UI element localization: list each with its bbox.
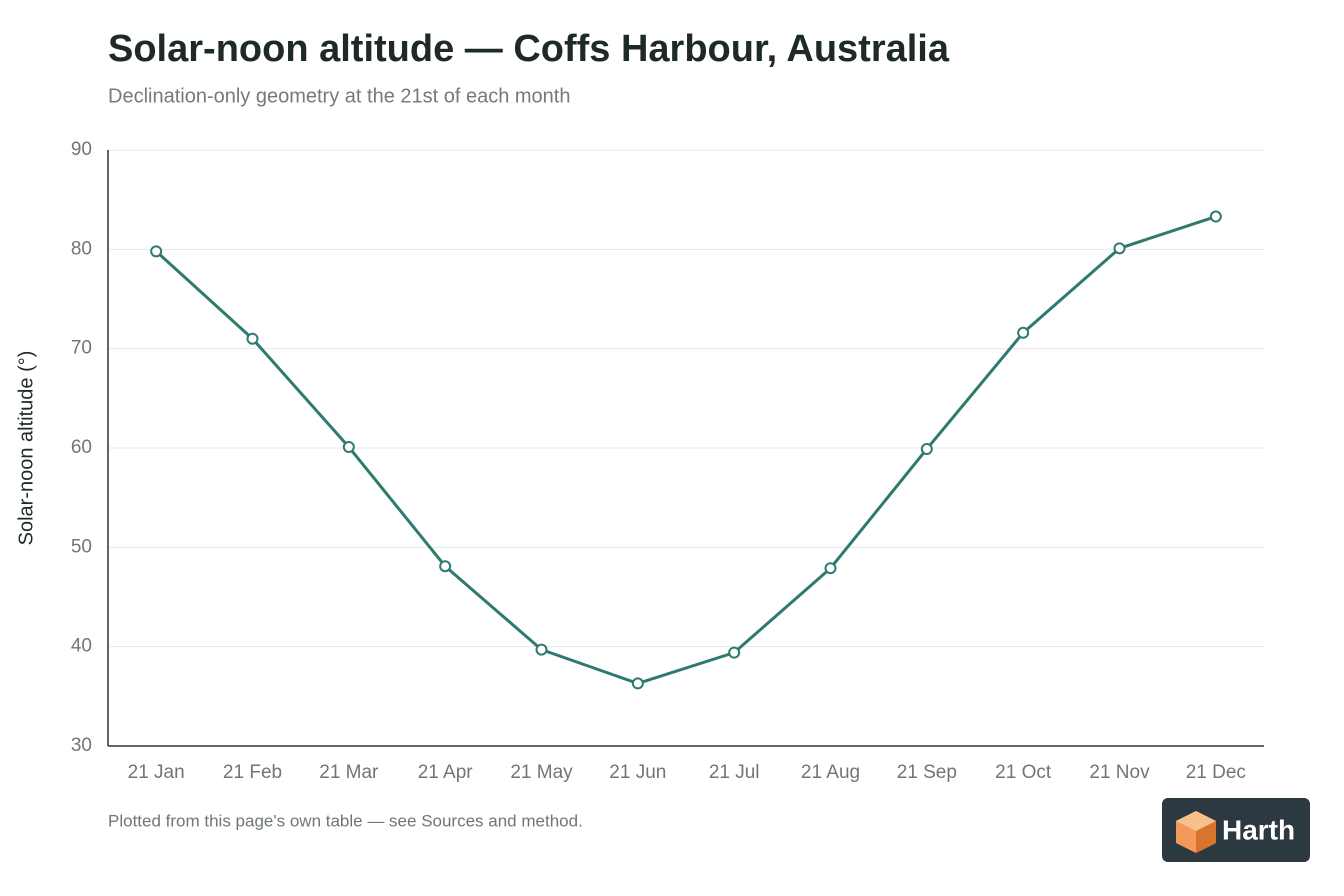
point [631,677,644,690]
point [342,441,355,454]
x-tick-label: 21 Oct [995,762,1052,783]
y-tick-label: 70 [71,338,92,359]
point [920,442,933,455]
y-tick-label: 90 [71,139,92,160]
point [1017,326,1030,339]
point [824,562,837,575]
y-tick-label: 30 [71,735,92,756]
x-tick-label: 21 Sep [897,762,957,783]
y-tick-label: 60 [71,437,92,458]
x-tick-label: 21 Jul [709,762,760,783]
y-axis-label: Solar-noon altitude (°) [15,351,37,546]
point [535,643,548,656]
series-line [155,215,1217,685]
x-tick-label: 21 Apr [418,762,474,783]
footer-note: Plotted from this page's own table — see… [108,811,583,830]
chart-subtitle: Declination-only geometry at the 21st of… [108,85,570,107]
point [1209,210,1222,223]
point [439,560,452,573]
point [246,332,259,345]
y-tick-label: 40 [71,636,92,657]
x-tick-label: 21 Dec [1186,762,1246,783]
y-tick-label: 50 [71,536,92,557]
logo-icon-side [1196,821,1216,853]
logo: Harth [1162,798,1310,862]
x-tick-label: 21 Mar [319,762,379,783]
x-tick-label: 21 May [510,762,573,783]
logo-text: Harth [1222,814,1295,845]
chart-title: Solar-noon altitude — Coffs Harbour, Aus… [108,28,950,70]
point [728,646,741,659]
x-tick-label: 21 Jun [609,762,666,783]
x-tick-label: 21 Jan [128,762,185,783]
x-tick-label: 21 Feb [223,762,282,783]
x-tick-label: 21 Nov [1089,762,1150,783]
x-tick-label: 21 Aug [801,762,860,783]
y-tick-label: 80 [71,238,92,259]
point [1113,242,1126,255]
point [150,245,163,258]
